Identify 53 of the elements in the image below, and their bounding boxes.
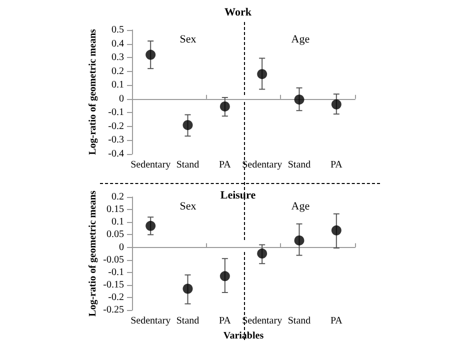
point [220,101,230,112]
y-tick-label: 0.5 [112,24,124,36]
x-tick-label: Sedentary [130,316,171,327]
x-tick-label: PA [218,160,232,170]
x-tick-label: Stand [288,316,311,327]
x-axis-title: Variables [223,330,264,342]
annotation: Sex [180,200,197,212]
annotation: Sex [180,34,197,46]
y-tick-label: -0.1 [108,266,124,278]
x-tick-label: PA [330,160,344,170]
point [182,120,193,130]
y-tick-label: 0.2 [112,66,124,77]
y-tick-label: -0.05 [103,254,124,266]
x-tick-label: Sedentary [242,160,282,170]
y-axis-title: Log-ratio of geometric means [88,29,98,155]
x-tick-label: PA [218,316,232,327]
x-tick-label: Stand [176,316,200,327]
point [146,50,156,60]
y-tick-label: 0.1 [112,80,124,91]
x-tick-label: Stand [288,160,311,170]
y-tick-label: 0.4 [112,38,124,50]
point [257,69,268,80]
point [331,225,342,236]
x-tick-label: PA [330,316,344,327]
y-tick-label: 0.05 [106,229,124,240]
y-tick-label: -0.4 [108,148,124,160]
y-tick-label: -0.3 [108,134,124,146]
point [220,271,230,282]
x-tick-label: Sedentary [130,160,171,170]
y-tick-label: -0.1 [108,107,124,118]
chart-title: Leisure [220,190,256,202]
point [182,284,193,294]
annotation: Age [291,34,310,46]
y-tick-label: 0.3 [112,52,124,64]
point [331,99,342,110]
x-tick-label: Stand [176,160,200,170]
annotation: Age [291,200,310,212]
y-tick-label: -0.15 [103,279,124,290]
y-tick-label: 0 [119,93,124,104]
point [257,248,268,259]
y-tick-label: 0.15 [106,204,124,216]
y-tick-label: 0 [119,242,124,253]
point [294,94,304,105]
y-tick-label: -0.25 [103,304,124,316]
y-tick-label: -0.2 [108,292,124,304]
point [294,235,304,246]
y-tick-label: -0.2 [108,120,124,132]
y-tick-label: 0.1 [112,216,124,228]
point [146,220,156,231]
y-axis-title: Log-ratio of geometric means [88,190,98,316]
chart-title: Work [224,6,252,18]
y-tick-label: 0.2 [112,192,124,202]
x-tick-label: Sedentary [242,316,282,327]
